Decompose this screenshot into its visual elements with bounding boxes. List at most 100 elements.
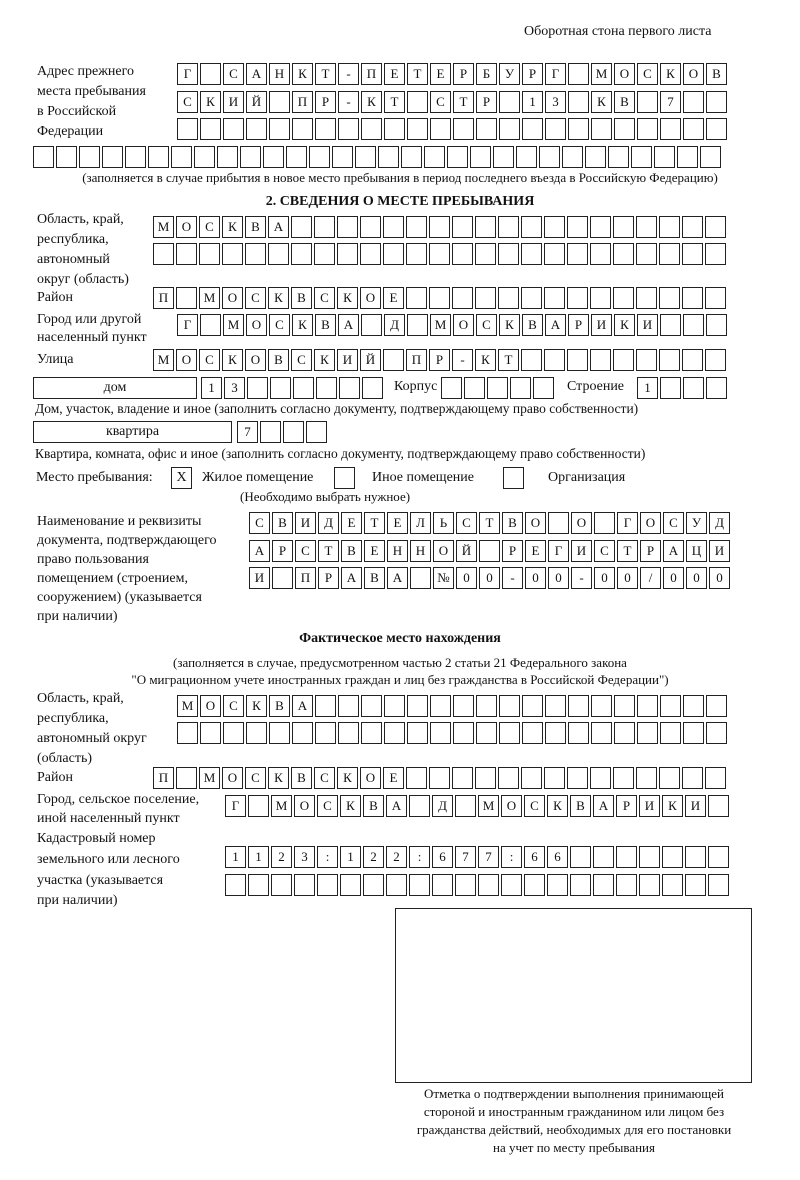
char-cell[interactable]: О [571, 512, 592, 534]
char-cell[interactable] [452, 287, 473, 309]
char-cell[interactable] [683, 314, 704, 336]
char-cell[interactable]: В [315, 314, 336, 336]
char-cell[interactable]: В [364, 567, 385, 589]
char-cell[interactable] [429, 287, 450, 309]
char-cell[interactable] [176, 767, 197, 789]
char-cell[interactable]: М [177, 695, 198, 717]
char-cell[interactable]: И [337, 349, 358, 371]
char-cell[interactable] [217, 146, 238, 168]
char-cell[interactable]: И [685, 795, 706, 817]
char-cell[interactable] [636, 767, 657, 789]
char-cell[interactable] [263, 146, 284, 168]
char-cell[interactable] [706, 695, 727, 717]
char-cell[interactable]: Г [545, 63, 566, 85]
char-cell[interactable] [479, 540, 500, 562]
char-cell[interactable]: 6 [432, 846, 453, 868]
char-cell[interactable] [360, 243, 381, 265]
char-cell[interactable]: К [660, 63, 681, 85]
prev-address-row-3[interactable] [177, 118, 729, 140]
char-cell[interactable] [593, 846, 614, 868]
char-cell[interactable] [660, 314, 681, 336]
char-cell[interactable] [705, 216, 726, 238]
char-cell[interactable]: С [245, 767, 266, 789]
char-cell[interactable] [292, 722, 313, 744]
char-cell[interactable]: В [341, 540, 362, 562]
char-cell[interactable]: О [360, 287, 381, 309]
char-cell[interactable] [79, 146, 100, 168]
char-cell[interactable]: М [199, 287, 220, 309]
char-cell[interactable] [455, 874, 476, 896]
char-cell[interactable]: О [640, 512, 661, 534]
char-cell[interactable]: А [338, 314, 359, 336]
char-cell[interactable] [522, 118, 543, 140]
char-cell[interactable] [339, 377, 360, 399]
char-cell[interactable]: П [153, 287, 174, 309]
char-cell[interactable]: 0 [594, 567, 615, 589]
prev-address-row-4[interactable] [33, 146, 723, 168]
char-cell[interactable] [177, 722, 198, 744]
char-cell[interactable]: К [340, 795, 361, 817]
char-cell[interactable] [662, 874, 683, 896]
char-cell[interactable] [608, 146, 629, 168]
char-cell[interactable]: К [292, 63, 313, 85]
char-cell[interactable] [568, 722, 589, 744]
char-cell[interactable] [361, 695, 382, 717]
char-cell[interactable]: 2 [271, 846, 292, 868]
char-cell[interactable] [247, 377, 268, 399]
char-cell[interactable]: А [593, 795, 614, 817]
char-cell[interactable] [317, 874, 338, 896]
char-cell[interactable] [568, 63, 589, 85]
char-cell[interactable] [315, 118, 336, 140]
char-cell[interactable]: Г [177, 63, 198, 85]
char-cell[interactable] [245, 243, 266, 265]
char-cell[interactable] [314, 216, 335, 238]
char-cell[interactable]: И [639, 795, 660, 817]
char-cell[interactable]: У [686, 512, 707, 534]
char-cell[interactable] [272, 567, 293, 589]
char-cell[interactable] [521, 287, 542, 309]
char-cell[interactable] [682, 349, 703, 371]
char-cell[interactable] [682, 216, 703, 238]
char-cell[interactable]: А [341, 567, 362, 589]
char-cell[interactable] [568, 695, 589, 717]
char-cell[interactable] [706, 118, 727, 140]
char-cell[interactable] [706, 314, 727, 336]
char-cell[interactable] [409, 795, 430, 817]
char-cell[interactable]: О [453, 314, 474, 336]
char-cell[interactable]: Д [432, 795, 453, 817]
char-cell[interactable] [478, 874, 499, 896]
char-cell[interactable]: А [386, 795, 407, 817]
char-cell[interactable] [521, 767, 542, 789]
char-cell[interactable]: : [501, 846, 522, 868]
char-cell[interactable]: В [706, 63, 727, 85]
char-cell[interactable] [614, 695, 635, 717]
char-cell[interactable] [498, 216, 519, 238]
char-cell[interactable] [362, 377, 383, 399]
char-cell[interactable]: К [547, 795, 568, 817]
char-cell[interactable] [453, 722, 474, 744]
char-cell[interactable]: И [591, 314, 612, 336]
char-cell[interactable] [524, 874, 545, 896]
char-cell[interactable] [407, 118, 428, 140]
char-cell[interactable] [384, 722, 405, 744]
char-cell[interactable] [194, 146, 215, 168]
char-cell[interactable] [271, 874, 292, 896]
char-cell[interactable] [708, 795, 729, 817]
char-cell[interactable] [567, 243, 588, 265]
doc-row-3[interactable]: И П Р А В А № 0 0-0 0-0 0/0 0 0 [249, 567, 732, 589]
char-cell[interactable]: Р [640, 540, 661, 562]
char-cell[interactable]: В [245, 216, 266, 238]
char-cell[interactable]: 7 [237, 421, 258, 443]
char-cell[interactable] [591, 695, 612, 717]
char-cell[interactable]: - [571, 567, 592, 589]
char-cell[interactable] [470, 146, 491, 168]
char-cell[interactable]: М [271, 795, 292, 817]
char-cell[interactable] [386, 874, 407, 896]
char-cell[interactable] [590, 767, 611, 789]
char-cell[interactable]: М [478, 795, 499, 817]
char-cell[interactable]: В [522, 314, 543, 336]
char-cell[interactable] [613, 767, 634, 789]
char-cell[interactable]: Ц [686, 540, 707, 562]
